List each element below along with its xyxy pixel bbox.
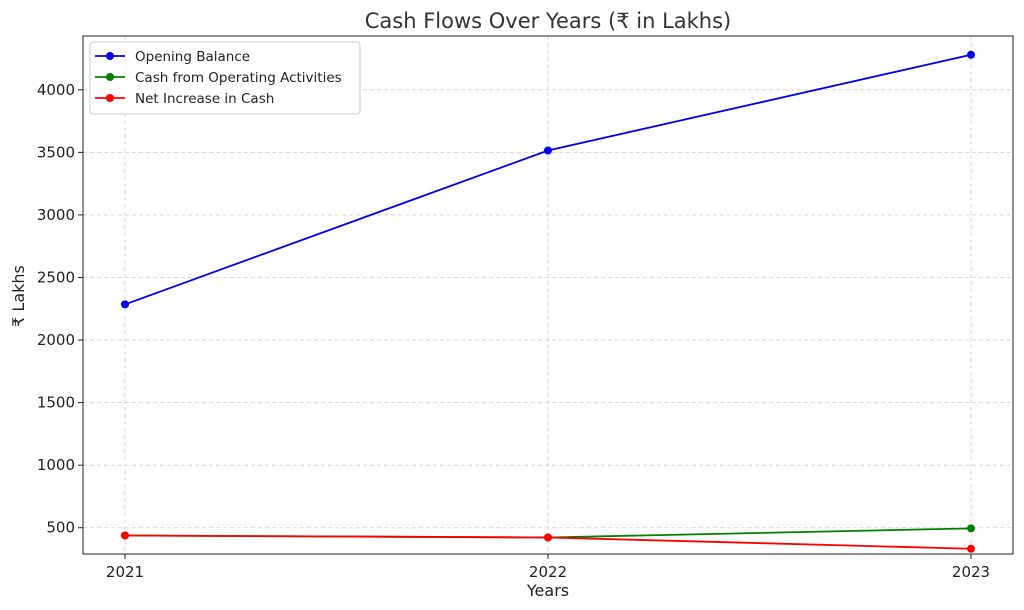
data-point	[121, 300, 129, 309]
legend-swatch-marker	[106, 52, 114, 60]
legend: Opening Balance Cash from Operating Activ…	[89, 41, 361, 115]
y-tick-label: 1500	[37, 394, 75, 412]
data-point	[544, 533, 552, 542]
y-tick-label: 3000	[37, 206, 75, 224]
axes-layer: 2021 2022 2023 500 1000 1500 2000 2500 3000 3500 4…	[37, 35, 1014, 581]
data-point	[967, 50, 975, 59]
data-point	[967, 544, 975, 553]
y-tick-label: 3500	[37, 143, 75, 161]
x-axis-label: Years	[526, 581, 569, 600]
series-layer	[121, 50, 975, 553]
x-tick-label: 2023	[952, 563, 990, 581]
y-tick-label: 4000	[37, 81, 75, 99]
legend-swatch-marker	[106, 73, 114, 81]
data-point	[121, 531, 129, 540]
legend-box	[89, 41, 361, 115]
y-tick-label: 1000	[37, 456, 75, 474]
y-tick-label: 2000	[37, 331, 75, 349]
chart-title: Cash Flows Over Years (₹ in Lakhs)	[365, 9, 732, 33]
y-tick-label: 2500	[37, 268, 75, 286]
y-axis-label: ₹ Lakhs	[9, 265, 28, 327]
legend-swatch-marker	[106, 94, 114, 102]
y-tick-label: 500	[46, 519, 75, 537]
data-point	[967, 524, 975, 533]
legend-label: Cash from Operating Activities	[135, 70, 342, 86]
grid-layer	[83, 36, 1013, 554]
legend-label: Opening Balance	[135, 49, 250, 65]
legend-label: Net Increase in Cash	[135, 91, 274, 107]
x-tick-label: 2022	[529, 563, 567, 581]
data-point	[544, 146, 552, 155]
plot-frame	[82, 35, 1014, 555]
x-tick-label: 2021	[106, 563, 144, 581]
